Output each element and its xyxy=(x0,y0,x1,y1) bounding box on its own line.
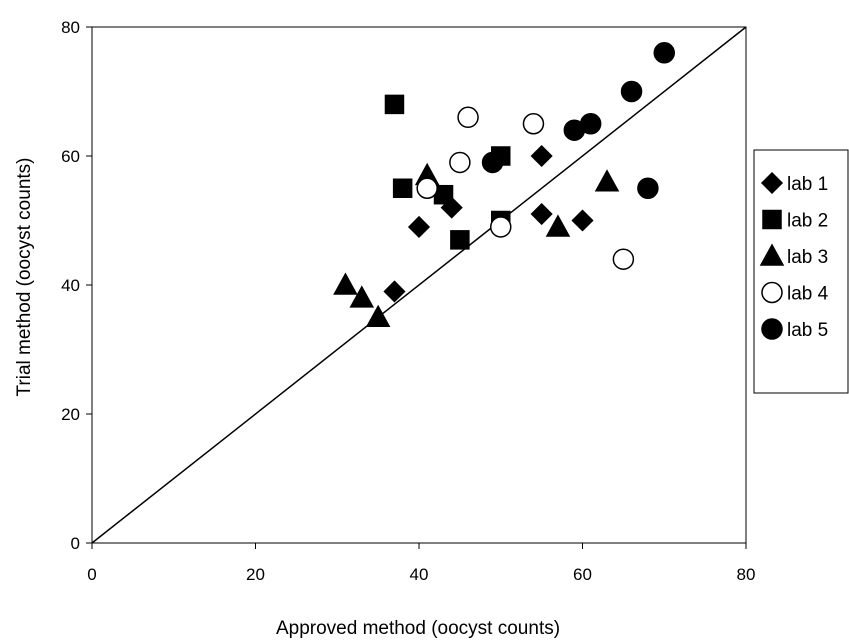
data-point xyxy=(637,177,659,199)
series-lab-1 xyxy=(383,144,594,303)
x-tick-label: 60 xyxy=(573,565,592,584)
data-point xyxy=(457,106,479,129)
data-point xyxy=(416,177,438,199)
legend-marker xyxy=(761,281,783,304)
y-tick-label: 80 xyxy=(61,18,80,37)
data-point xyxy=(392,178,413,198)
x-axis-ticks: 0 20 40 60 80 xyxy=(87,543,755,584)
data-point xyxy=(530,144,553,168)
legend-label: lab 4 xyxy=(787,284,829,305)
plot-area xyxy=(91,26,747,544)
y-tick-label: 20 xyxy=(61,405,80,424)
legend-marker xyxy=(760,171,784,195)
data-point xyxy=(450,230,470,250)
data-markers xyxy=(333,42,675,327)
data-point xyxy=(612,248,635,270)
legend-box xyxy=(753,149,849,394)
data-point xyxy=(530,202,553,226)
legend-label: lab 1 xyxy=(787,174,828,195)
legend: lab 1 lab 2 lab 3 lab 4 lab 5 xyxy=(753,149,849,394)
x-tick-label: 0 xyxy=(87,565,96,584)
data-point xyxy=(384,94,405,115)
reference-line xyxy=(91,26,747,544)
data-point xyxy=(571,209,594,232)
x-axis-title: Approved method (oocyst counts) xyxy=(276,618,560,639)
series-lab-4 xyxy=(416,106,635,270)
series-lab-5 xyxy=(481,42,675,199)
data-point xyxy=(349,285,375,308)
x-tick-label: 80 xyxy=(737,565,756,584)
data-point xyxy=(522,113,545,135)
data-point xyxy=(407,215,431,239)
legend-label: lab 3 xyxy=(787,247,828,268)
data-point xyxy=(490,216,512,238)
x-tick-label: 40 xyxy=(410,565,429,584)
data-point xyxy=(579,113,602,135)
data-point xyxy=(365,304,391,327)
series-lab-2 xyxy=(384,94,511,250)
y-tick-label: 40 xyxy=(61,276,80,295)
data-point xyxy=(620,80,643,103)
y-tick-label: 0 xyxy=(71,534,80,553)
y-tick-label: 60 xyxy=(61,147,80,166)
data-point xyxy=(333,272,358,295)
y-axis-title: Trial method (oocyst counts) xyxy=(14,158,35,397)
x-tick-label: 20 xyxy=(246,565,265,584)
series-lab-3 xyxy=(333,162,620,327)
y-axis-ticks: 0 20 40 60 80 xyxy=(61,18,92,553)
legend-label: lab 2 xyxy=(787,211,828,232)
legend-label: lab 5 xyxy=(787,320,828,341)
data-point xyxy=(449,151,471,174)
legend-marker xyxy=(759,243,785,266)
data-point xyxy=(383,280,406,303)
data-point xyxy=(653,42,675,64)
legend-marker xyxy=(762,209,782,230)
data-point xyxy=(545,214,571,237)
legend-marker xyxy=(761,318,783,340)
data-point xyxy=(481,151,504,174)
data-point xyxy=(594,169,620,192)
